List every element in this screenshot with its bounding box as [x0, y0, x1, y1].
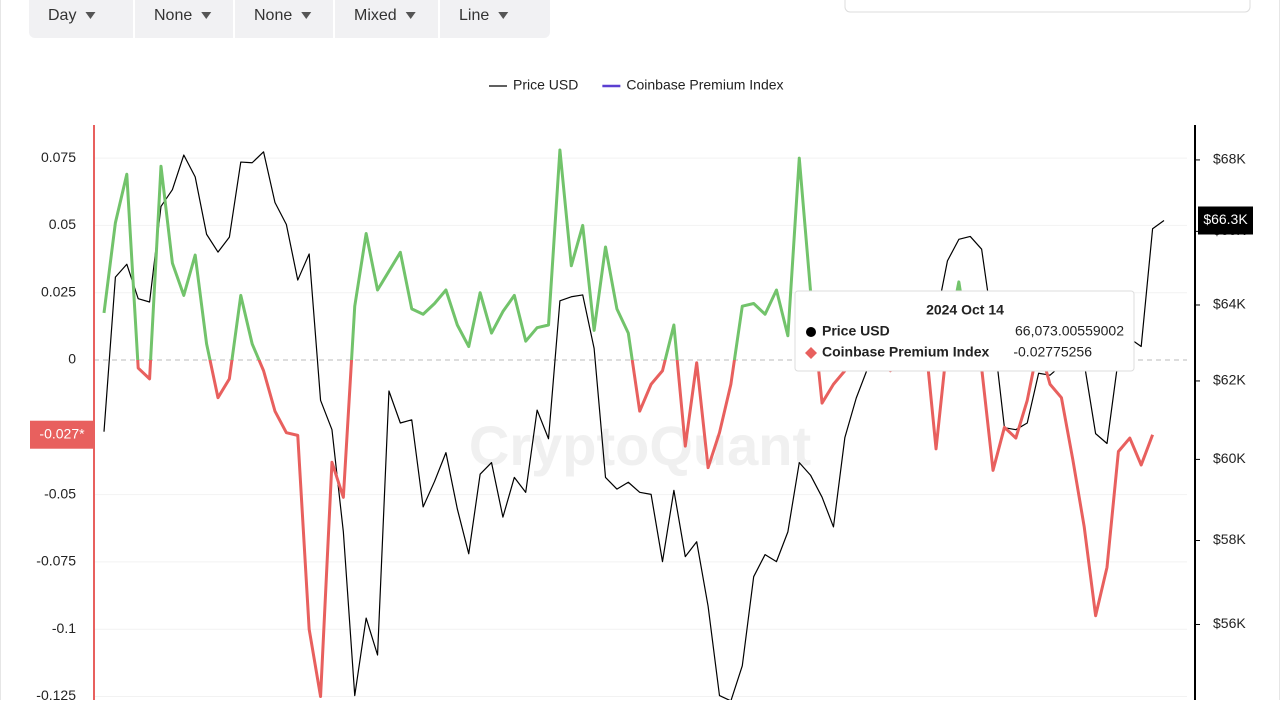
last-value-label: -0.027*	[39, 425, 85, 441]
y-tick-label: 0	[68, 351, 76, 367]
dropdown-label[interactable]: Day	[48, 7, 76, 24]
y2-tick-label: $60K	[1213, 450, 1246, 466]
y-tick-label: 0.025	[41, 283, 76, 299]
y-tick-label: -0.1	[52, 620, 76, 636]
dropdown-arrow	[301, 12, 312, 19]
y-tick-label: -0.075	[36, 553, 76, 569]
y2-tick-label: $68K	[1213, 151, 1246, 167]
y2-tick-label: $64K	[1213, 296, 1246, 312]
y2-tick-label: $62K	[1213, 372, 1246, 388]
watermark: CryptoQuant	[469, 414, 811, 477]
y-tick-label: -0.125	[36, 687, 76, 700]
legend-label: Coinbase Premium Index	[626, 77, 783, 93]
tooltip: 2024 Oct 14 Price USD 66,073.00559002 Coinb…	[794, 290, 1135, 372]
dropdown-label[interactable]: None	[254, 7, 292, 24]
tooltip-name: Price USD	[822, 323, 890, 339]
last-value-badge	[1198, 206, 1253, 235]
toolbar-bg	[29, 0, 550, 38]
dropdown-arrow	[405, 12, 416, 19]
last-value-label: $66.3K	[1203, 211, 1248, 227]
toolbar: Day None None Mixed Line	[29, 0, 550, 38]
dropdown-arrow	[201, 12, 212, 19]
dropdown-label[interactable]: Mixed	[354, 7, 397, 24]
series-line	[103, 151, 1165, 702]
tooltip-title: 2024 Oct 14	[926, 302, 1004, 318]
y-tick-label: -0.05	[44, 485, 76, 501]
dropdown-label[interactable]: Line	[459, 7, 489, 24]
dropdown-label[interactable]: None	[154, 7, 192, 24]
tooltip-value: -0.02775256	[1013, 344, 1092, 360]
last-value-badge	[30, 420, 94, 449]
y2-tick-label: $56K	[1213, 615, 1246, 631]
tooltip-value: 66,073.00559002	[1015, 323, 1124, 339]
y2-tick-label: $58K	[1213, 531, 1246, 547]
tooltip-marker	[805, 347, 817, 359]
dropdown-arrow	[498, 12, 509, 19]
tooltip-box	[794, 290, 1135, 372]
tooltip-name: Coinbase Premium Index	[822, 344, 989, 360]
tooltip-marker	[806, 327, 816, 337]
dropdown-arrow	[85, 12, 96, 19]
top-right-box	[844, 0, 1251, 13]
y-tick-label: 0.05	[49, 216, 76, 232]
legend-label: Price USD	[513, 77, 578, 93]
y-tick-label: 0.075	[41, 149, 76, 165]
